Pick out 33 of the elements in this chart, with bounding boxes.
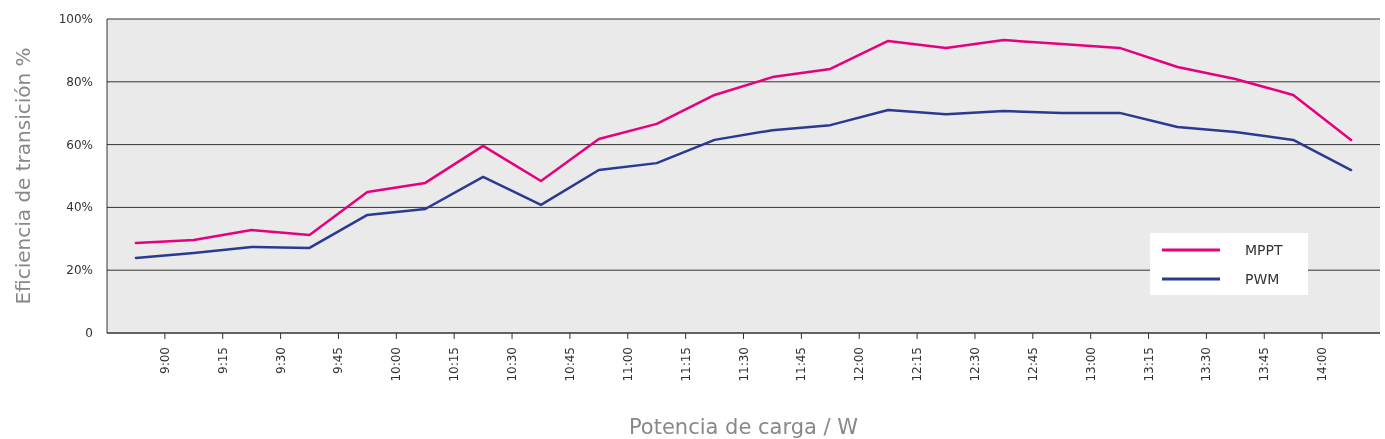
y-tick-label: 0 [85,326,93,340]
y-tick-label: 40% [66,200,93,215]
x-tick-label: 13:45 [1257,347,1272,382]
x-tick-label: 12:45 [1025,347,1040,382]
x-tick-label: 10:45 [562,347,577,382]
x-tick-label: 12:15 [910,347,925,382]
y-tick-label: 100% [58,12,93,26]
x-axis-title: Potencia de carga / W [628,415,859,439]
x-tick-label: 12:30 [967,347,982,382]
x-tick-label: 11:30 [736,347,751,382]
x-tick-label: 12:00 [852,347,867,382]
x-tick-label: 10:15 [447,347,462,382]
legend-label: MPPT [1245,242,1283,258]
x-tick-label: 9:15 [215,347,230,374]
legend-label: PWM [1245,271,1280,287]
x-tick-label: 11:00 [620,347,635,382]
y-tick-label: 20% [66,263,93,278]
x-tick-label: 11:45 [794,347,809,382]
x-tick-label: 13:00 [1083,347,1098,382]
x-tick-label: 9:45 [331,347,346,374]
x-tick-label: 9:00 [157,347,172,374]
x-tick-label: 9:30 [273,347,288,374]
line-series [134,108,1353,260]
x-tick-label: 13:30 [1199,347,1214,382]
x-tick-label: 13:15 [1141,347,1156,382]
line-series [134,38,1353,245]
y-tick-label: 80% [66,74,93,89]
y-tick-label: 60% [66,137,93,152]
x-tick-label: 10:00 [389,347,404,382]
x-tick-label: 14:00 [1315,347,1330,382]
y-axis-title: Eficiencia de transición % [11,47,35,305]
x-tick-label: 10:30 [505,347,520,382]
x-tick-label: 11:15 [678,347,693,382]
